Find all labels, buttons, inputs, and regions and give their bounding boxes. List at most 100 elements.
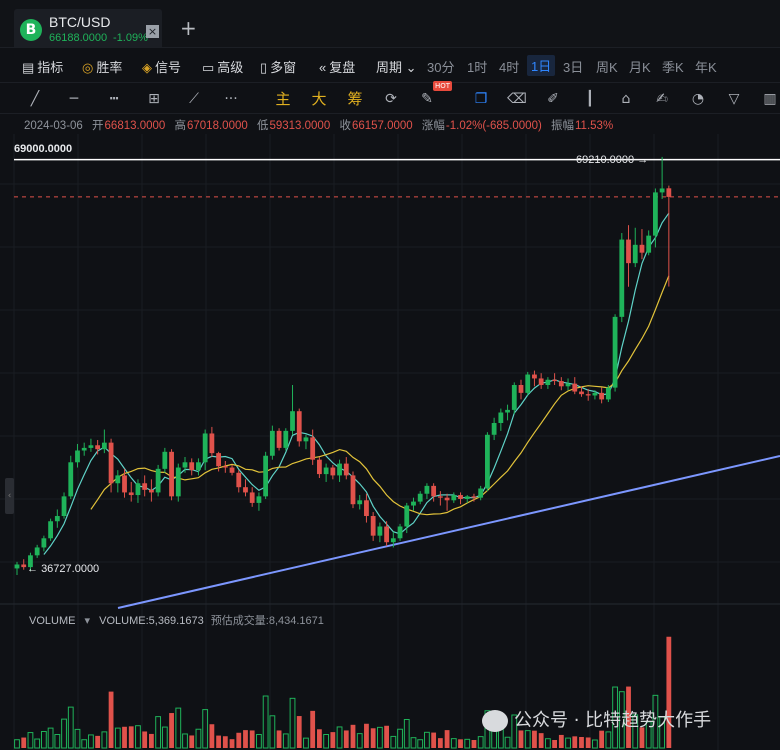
- trend-line-icon[interactable]: ╱: [30, 91, 40, 107]
- volume-bar: [296, 716, 302, 748]
- volume-bar: [310, 710, 316, 748]
- tab-btc-usd[interactable]: B BTC/USD 66188.0000 -1.09% ×: [14, 9, 162, 47]
- ray-icon[interactable]: ⟋: [189, 91, 199, 107]
- copy-icon[interactable]: ❐: [474, 91, 488, 107]
- candle-body: [370, 516, 376, 536]
- volume-bar: [397, 728, 403, 749]
- volume-bar: [330, 732, 336, 748]
- period-1h[interactable]: 1时: [467, 60, 488, 75]
- volume-bar: [195, 728, 202, 749]
- volume-bar: [592, 739, 598, 749]
- filter-icon[interactable]: ▽: [728, 91, 740, 107]
- candlestick-chart[interactable]: [0, 134, 780, 750]
- ruler-icon[interactable]: ┅: [109, 91, 119, 107]
- winrate-button[interactable]: ◎ 胜率: [82, 57, 122, 76]
- volume-bar: [161, 726, 168, 749]
- replay-button[interactable]: «复盘: [319, 57, 355, 76]
- candle-body: [108, 442, 114, 484]
- candle-body: [256, 496, 262, 503]
- candle-body: [14, 564, 20, 569]
- candle-body: [397, 526, 403, 539]
- volume-bar: [384, 725, 389, 748]
- volume-title[interactable]: VOLUME: [29, 615, 76, 627]
- volume-bar: [323, 733, 330, 749]
- add-tab-icon[interactable]: +: [180, 16, 197, 40]
- low-label: 低: [256, 120, 269, 132]
- candle-body: [68, 462, 74, 497]
- period-year[interactable]: 年K: [695, 60, 717, 75]
- volume-bar: [497, 728, 504, 749]
- candle-body: [337, 463, 342, 476]
- candle-body: [532, 374, 537, 379]
- candle-body: [377, 526, 383, 536]
- cycle-icon[interactable]: ⟳: [385, 91, 397, 107]
- panel-collapse-handle[interactable]: ‹: [5, 478, 14, 514]
- candle-body: [579, 391, 584, 395]
- volume-bar: [572, 736, 578, 748]
- candle-body: [592, 392, 598, 396]
- volume-bar: [14, 739, 20, 749]
- volume-bar: [579, 736, 584, 748]
- chips-button[interactable]: 筹: [347, 90, 363, 108]
- volume-bar: [504, 736, 511, 749]
- period-3d[interactable]: 3日: [563, 60, 584, 75]
- edit-note-icon[interactable]: ✍: [656, 91, 668, 107]
- candles-icon[interactable]: ┃: [585, 91, 595, 107]
- candle-body: [61, 496, 67, 517]
- pen-icon[interactable]: ✐: [547, 91, 559, 107]
- period-30m[interactable]: 30分: [427, 60, 455, 75]
- volume-bar: [74, 728, 81, 749]
- period-quarter[interactable]: 季K: [662, 60, 684, 75]
- indicator-icon: ▤: [22, 60, 35, 75]
- candle-body: [41, 538, 47, 548]
- magnet-icon[interactable]: ◔: [691, 91, 705, 107]
- period-week[interactable]: 周K: [596, 60, 618, 75]
- period-1d[interactable]: 1日: [527, 55, 556, 76]
- signal-button[interactable]: ◈ 信号: [142, 57, 181, 76]
- candle-body: [48, 521, 53, 539]
- indicators-button[interactable]: ▤ 指标: [22, 57, 63, 76]
- volume-bar: [54, 733, 61, 749]
- period-month[interactable]: 月K: [629, 60, 651, 75]
- main-force-button[interactable]: 主: [275, 90, 291, 108]
- candle-body: [572, 383, 578, 392]
- eraser-icon[interactable]: ⌫: [507, 91, 527, 107]
- multi-window-button[interactable]: ▯ 多窗: [260, 57, 296, 76]
- chart-area[interactable]: [0, 134, 780, 750]
- more-icon[interactable]: ···: [224, 91, 238, 107]
- big-order-button[interactable]: 大: [311, 90, 327, 108]
- horizontal-line-icon[interactable]: ─: [69, 91, 79, 107]
- volume-bar: [209, 724, 215, 748]
- volume-bar: [343, 730, 349, 748]
- volume-bar: [544, 738, 551, 749]
- chevron-down-icon[interactable]: ▾: [84, 615, 91, 627]
- indicators-label: 指标: [37, 60, 64, 75]
- candle-body: [75, 450, 80, 463]
- volume-bar: [632, 714, 639, 749]
- candle-body: [81, 447, 87, 451]
- crosshair-box-icon[interactable]: ⊞: [148, 91, 160, 107]
- volume-bar: [370, 728, 376, 748]
- candle-body: [498, 412, 504, 423]
- period-dropdown[interactable]: 周期 ⌄: [376, 57, 417, 76]
- candle-body: [88, 445, 94, 448]
- candle-body: [34, 547, 40, 556]
- candle-body: [485, 434, 490, 489]
- candle-body: [323, 467, 329, 475]
- candle-body: [471, 496, 477, 498]
- open-value: 66813.0000: [104, 120, 166, 132]
- candle-body: [283, 430, 289, 448]
- candle-body: [128, 492, 134, 496]
- close-icon[interactable]: ×: [146, 25, 159, 38]
- trash-icon[interactable]: ▥: [763, 91, 777, 107]
- advanced-button[interactable]: ▭ 高级: [202, 57, 243, 76]
- brush-icon[interactable]: ✎: [421, 91, 433, 107]
- winrate-label: 胜率: [96, 60, 123, 75]
- min-price-label: ← 36727.0000: [27, 563, 99, 575]
- candle-body: [545, 379, 551, 385]
- candle-body: [54, 516, 60, 522]
- period-4h[interactable]: 4时: [499, 60, 520, 75]
- lock-icon[interactable]: ⌂: [621, 91, 631, 107]
- rewind-icon: «: [319, 60, 327, 75]
- volume-bar: [81, 739, 88, 749]
